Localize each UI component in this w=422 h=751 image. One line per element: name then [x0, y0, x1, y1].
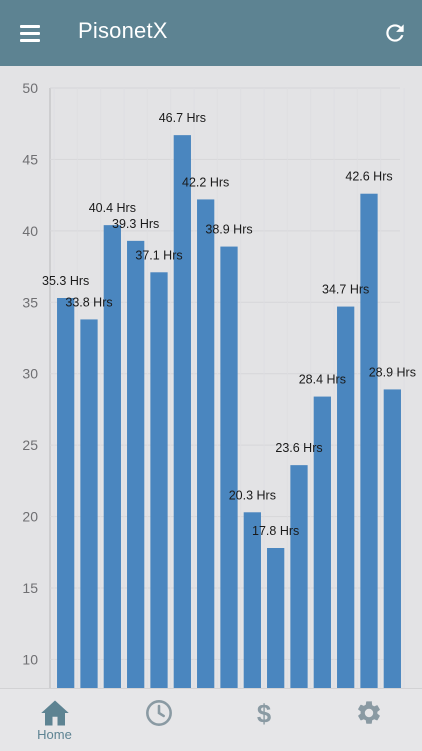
y-tick-label: 45: [22, 151, 38, 167]
bar-value-label: 42.2 Hrs: [182, 175, 229, 189]
y-tick-label: 30: [22, 366, 38, 382]
y-tick-label: 20: [22, 509, 38, 525]
bar[interactable]: [150, 272, 168, 688]
bar-value-label: 23.6 Hrs: [275, 441, 322, 455]
bar-value-label: 42.6 Hrs: [345, 170, 392, 184]
bar[interactable]: [173, 135, 191, 689]
bar[interactable]: [360, 193, 378, 688]
bar-value-label: 35.3 Hrs: [42, 274, 89, 288]
bar-value-label: 39.3 Hrs: [112, 217, 159, 231]
bar[interactable]: [57, 298, 75, 688]
bar-value-label: 28.4 Hrs: [299, 373, 346, 387]
bar[interactable]: [267, 548, 285, 688]
bar-value-label: 28.9 Hrs: [369, 365, 416, 379]
bar[interactable]: [313, 396, 331, 688]
bar[interactable]: [103, 225, 121, 688]
menu-icon[interactable]: [18, 22, 42, 44]
clock-icon: [146, 700, 172, 726]
home-icon: [41, 700, 69, 726]
y-tick-label: 25: [22, 437, 38, 453]
nav-settings[interactable]: [317, 689, 422, 751]
nav-home[interactable]: Home: [2, 689, 107, 751]
bar-value-label: 38.9 Hrs: [205, 223, 252, 237]
bar[interactable]: [197, 199, 215, 688]
bar-chart: 35.3 Hrs 33.8 Hrs 40.4 Hrs 39.3 Hrs 37.1 Hrs…: [22, 80, 416, 689]
bar[interactable]: [290, 465, 308, 688]
refresh-icon[interactable]: [382, 20, 408, 46]
bar[interactable]: [337, 306, 355, 688]
bar-value-label: 20.3 Hrs: [229, 488, 276, 502]
y-tick-label: 35: [22, 294, 38, 310]
bar-value-label: 40.4 Hrs: [89, 201, 136, 215]
y-tick-label: 40: [22, 223, 38, 239]
app-bar: PisonetX: [0, 0, 422, 66]
bar[interactable]: [383, 389, 401, 688]
bar-value-label: 37.1 Hrs: [135, 248, 182, 262]
dollar-icon: $: [257, 700, 271, 727]
bar-value-label: 34.7 Hrs: [322, 283, 369, 297]
nav-history[interactable]: [107, 689, 212, 751]
bar[interactable]: [127, 240, 145, 688]
bar[interactable]: [243, 512, 261, 688]
bottom-nav: Home $: [0, 688, 422, 751]
bar-value-label: 46.7 Hrs: [159, 111, 206, 125]
bar[interactable]: [80, 319, 98, 688]
y-tick-label: 50: [22, 80, 38, 96]
svg-text:$: $: [257, 700, 271, 727]
usage-chart: 35.3 Hrs 33.8 Hrs 40.4 Hrs 39.3 Hrs 37.1 Hrs…: [0, 66, 422, 689]
gear-icon: [358, 701, 380, 724]
nav-home-label: Home: [37, 727, 72, 742]
bar[interactable]: [220, 246, 238, 689]
bar-value-label: 33.8 Hrs: [65, 295, 112, 309]
nav-earnings[interactable]: $: [212, 689, 317, 751]
y-tick-label: 10: [22, 651, 38, 667]
y-tick-label: 15: [22, 580, 38, 596]
bar-value-label: 17.8 Hrs: [252, 524, 299, 538]
app-title: PisonetX: [78, 18, 168, 43]
